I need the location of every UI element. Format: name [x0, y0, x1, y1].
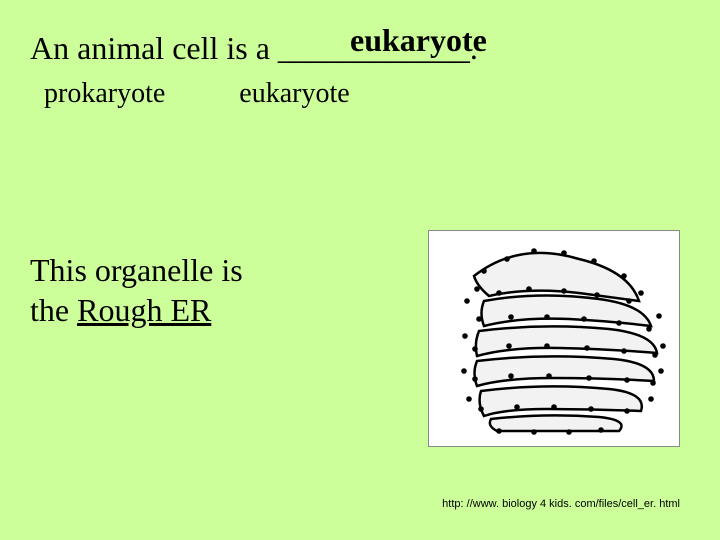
- q2-prefix: the: [30, 292, 77, 328]
- q1-prefix: An animal cell is a: [30, 30, 278, 66]
- image-citation: http: //www. biology 4 kids. com/files/c…: [442, 498, 680, 510]
- rough-er-image: [428, 230, 680, 447]
- q2-line-a: This organelle is: [30, 250, 243, 290]
- question2-stem: This organelle is the Rough ER: [30, 250, 243, 330]
- option-prokaryote: prokaryote: [44, 78, 165, 110]
- question1-options: prokaryote eukaryote: [44, 78, 350, 110]
- rough-er-icon: [429, 231, 679, 446]
- option-eukaryote: eukaryote: [239, 78, 349, 110]
- q2-line-b: the Rough ER: [30, 290, 243, 330]
- question1-answer: eukaryote: [350, 22, 487, 59]
- question2-answer: Rough ER: [77, 292, 211, 328]
